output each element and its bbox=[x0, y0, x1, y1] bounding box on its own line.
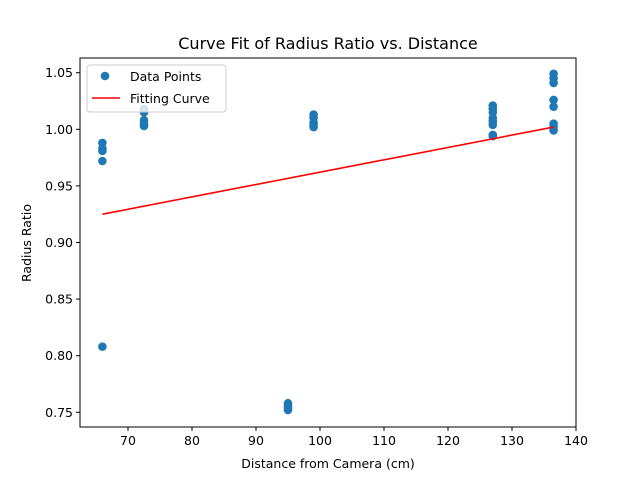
y-tick-label: 0.85 bbox=[45, 292, 73, 307]
y-tick-label: 0.90 bbox=[45, 235, 73, 250]
y-axis-label: Radius Ratio bbox=[19, 204, 34, 282]
data-point bbox=[98, 342, 107, 351]
y-tick-label: 0.75 bbox=[45, 405, 73, 420]
chart-title: Curve Fit of Radius Ratio vs. Distance bbox=[178, 34, 477, 53]
y-tick-label: 0.95 bbox=[45, 178, 73, 193]
y-tick-label: 1.00 bbox=[45, 122, 73, 137]
data-point bbox=[549, 102, 558, 111]
data-point bbox=[283, 405, 293, 415]
y-tick-label: 0.80 bbox=[45, 348, 73, 363]
x-tick-label: 120 bbox=[436, 433, 460, 448]
x-tick-label: 70 bbox=[120, 433, 136, 448]
x-tick-label: 130 bbox=[500, 433, 524, 448]
data-point bbox=[98, 156, 107, 166]
data-point bbox=[309, 122, 318, 132]
y-tick-label: 1.05 bbox=[45, 65, 73, 80]
legend-marker-data-points bbox=[100, 71, 110, 81]
x-tick-label: 140 bbox=[564, 433, 588, 448]
legend: Data Points Fitting Curve bbox=[86, 64, 227, 113]
x-tick-label: 110 bbox=[372, 433, 396, 448]
data-point bbox=[488, 120, 498, 130]
legend-label-data-points: Data Points bbox=[130, 69, 201, 84]
legend-label-fitting-curve: Fitting Curve bbox=[130, 91, 210, 106]
x-tick-label: 80 bbox=[184, 433, 200, 448]
x-tick-label: 100 bbox=[308, 433, 332, 448]
data-point bbox=[549, 95, 558, 105]
x-axis-label: Distance from Camera (cm) bbox=[241, 456, 415, 471]
axes-layer: 70 80 90 100 110 120 130 140 0.75 0.80 0.85 0.90 0.9… bbox=[45, 57, 588, 448]
fitting-curve-line bbox=[102, 126, 554, 215]
data-point bbox=[98, 146, 107, 156]
plot-area bbox=[80, 58, 576, 427]
data-point bbox=[139, 121, 149, 131]
legend-box bbox=[86, 64, 227, 113]
data-point bbox=[549, 78, 558, 88]
x-tick-label: 90 bbox=[248, 433, 264, 448]
data-point bbox=[549, 126, 558, 135]
